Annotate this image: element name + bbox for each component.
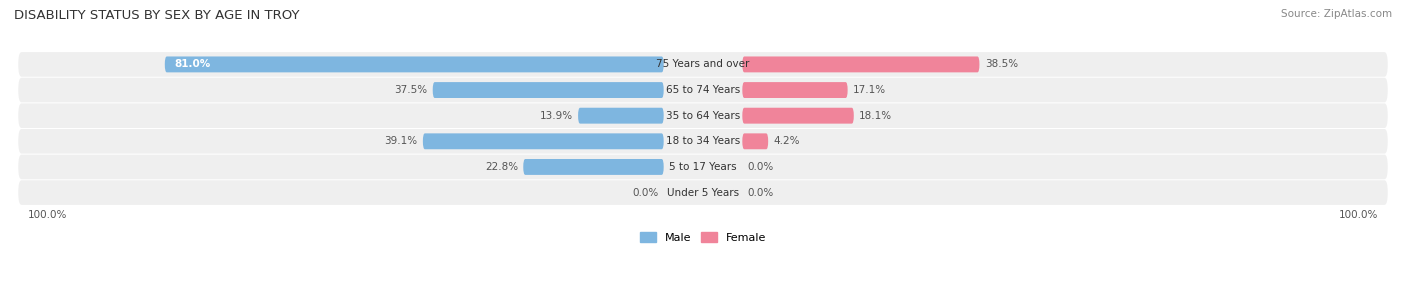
Text: 81.0%: 81.0% xyxy=(174,59,211,70)
FancyBboxPatch shape xyxy=(18,155,1388,179)
FancyBboxPatch shape xyxy=(423,133,664,149)
FancyBboxPatch shape xyxy=(742,82,848,98)
Legend: Male, Female: Male, Female xyxy=(640,232,766,243)
Text: 17.1%: 17.1% xyxy=(853,85,886,95)
FancyBboxPatch shape xyxy=(578,108,664,124)
FancyBboxPatch shape xyxy=(742,108,853,124)
FancyBboxPatch shape xyxy=(742,133,768,149)
FancyBboxPatch shape xyxy=(18,103,1388,128)
Text: 5 to 17 Years: 5 to 17 Years xyxy=(669,162,737,172)
Text: 35 to 64 Years: 35 to 64 Years xyxy=(666,111,740,121)
Text: 18.1%: 18.1% xyxy=(859,111,893,121)
FancyBboxPatch shape xyxy=(18,129,1388,154)
Text: 22.8%: 22.8% xyxy=(485,162,517,172)
Text: 0.0%: 0.0% xyxy=(748,188,773,198)
Text: 39.1%: 39.1% xyxy=(384,136,418,146)
Text: 4.2%: 4.2% xyxy=(773,136,800,146)
FancyBboxPatch shape xyxy=(18,180,1388,205)
Text: 65 to 74 Years: 65 to 74 Years xyxy=(666,85,740,95)
Text: 18 to 34 Years: 18 to 34 Years xyxy=(666,136,740,146)
Text: 0.0%: 0.0% xyxy=(633,188,658,198)
Text: 75 Years and over: 75 Years and over xyxy=(657,59,749,70)
FancyBboxPatch shape xyxy=(18,52,1388,77)
Text: Under 5 Years: Under 5 Years xyxy=(666,188,740,198)
FancyBboxPatch shape xyxy=(165,56,664,72)
Text: 13.9%: 13.9% xyxy=(540,111,572,121)
FancyBboxPatch shape xyxy=(742,56,980,72)
FancyBboxPatch shape xyxy=(523,159,664,175)
Text: 0.0%: 0.0% xyxy=(748,162,773,172)
FancyBboxPatch shape xyxy=(433,82,664,98)
Text: DISABILITY STATUS BY SEX BY AGE IN TROY: DISABILITY STATUS BY SEX BY AGE IN TROY xyxy=(14,9,299,22)
FancyBboxPatch shape xyxy=(18,78,1388,102)
Text: Source: ZipAtlas.com: Source: ZipAtlas.com xyxy=(1281,9,1392,19)
Text: 38.5%: 38.5% xyxy=(984,59,1018,70)
Text: 37.5%: 37.5% xyxy=(394,85,427,95)
